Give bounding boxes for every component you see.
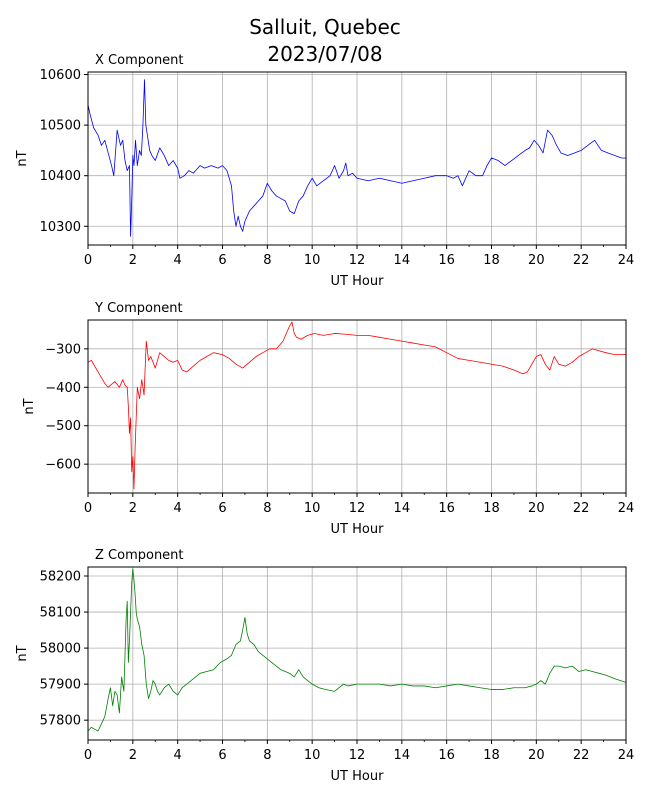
- y-tick-label: 10600: [40, 68, 81, 83]
- x-tick-label: 16: [438, 748, 455, 763]
- y-tick-label: 58100: [40, 606, 81, 621]
- x-tick-label: 4: [174, 501, 182, 516]
- y-axis-label: nT: [15, 150, 30, 166]
- x-tick-label: 2: [129, 253, 137, 268]
- x-tick-label: 20: [528, 501, 545, 516]
- y-tick-label: 10500: [40, 119, 81, 134]
- y-tick-label: 10300: [40, 220, 81, 235]
- x-tick-label: 12: [349, 501, 366, 516]
- x-tick-label: 22: [573, 253, 590, 268]
- x-tick-label: 24: [618, 501, 635, 516]
- x-tick-label: 14: [394, 748, 411, 763]
- x-tick-label: 18: [483, 501, 500, 516]
- x-tick-label: 4: [174, 748, 182, 763]
- x-tick-label: 6: [218, 501, 226, 516]
- y-axis-label: nT: [15, 645, 30, 661]
- y-tick-label: −500: [45, 419, 81, 434]
- x-tick-label: 4: [174, 253, 182, 268]
- z-series-line: [87, 568, 627, 732]
- x-tick-label: 0: [84, 253, 92, 268]
- z-component-title: Z Component: [95, 548, 184, 563]
- x-axis-label: UT Hour: [331, 274, 385, 289]
- figure-title: Salluit, Quebec: [249, 15, 401, 39]
- x-component-panel: 0 2 4 6 8 10 12 14 16 18 20 22 241030010400105001060…: [15, 53, 634, 289]
- y-axis-label: nT: [22, 398, 37, 414]
- x-tick-label: 22: [573, 501, 590, 516]
- x-tick-label: 6: [218, 253, 226, 268]
- x-tick-label: 18: [483, 748, 500, 763]
- x-tick-label: 20: [528, 748, 545, 763]
- x-tick-label: 16: [438, 253, 455, 268]
- x-tick-label: 24: [618, 748, 635, 763]
- x-tick-label: 12: [349, 253, 366, 268]
- x-tick-label: 8: [263, 748, 271, 763]
- x-tick-label: 0: [84, 748, 92, 763]
- z-component-panel: 0 2 4 6 8 10 12 14 16 18 20 22 245780057900580005810…: [15, 548, 634, 784]
- x-component-title: X Component: [95, 53, 184, 68]
- x-tick-label: 14: [394, 253, 411, 268]
- figure-date: 2023/07/08: [267, 42, 382, 66]
- x-tick-label: 20: [528, 253, 545, 268]
- x-tick-label: 0: [84, 501, 92, 516]
- y-tick-label: −300: [45, 342, 81, 357]
- x-tick-label: 8: [263, 501, 271, 516]
- x-tick-label: 2: [129, 748, 137, 763]
- y-series-line: [87, 321, 626, 490]
- x-tick-label: 10: [304, 748, 321, 763]
- x-axis-label: UT Hour: [331, 522, 385, 537]
- y-tick-label: 57800: [40, 714, 81, 729]
- y-tick-label: 58200: [40, 570, 81, 585]
- x-axis-label: UT Hour: [331, 769, 385, 784]
- x-tick-label: 24: [618, 253, 635, 268]
- x-tick-label: 6: [218, 748, 226, 763]
- y-tick-label: −400: [45, 381, 81, 396]
- x-tick-label: 18: [483, 253, 500, 268]
- y-tick-label: 10400: [40, 169, 81, 184]
- y-tick-label: −600: [45, 458, 81, 473]
- x-tick-label: 12: [349, 748, 366, 763]
- y-component-title: Y Component: [94, 301, 183, 316]
- x-tick-label: 10: [304, 253, 321, 268]
- x-tick-label: 8: [263, 253, 271, 268]
- x-tick-label: 14: [394, 501, 411, 516]
- y-tick-label: 58000: [40, 642, 81, 657]
- x-tick-label: 10: [304, 501, 321, 516]
- x-series-line: [87, 79, 626, 237]
- x-tick-label: 22: [573, 748, 590, 763]
- x-tick-label: 2: [129, 501, 137, 516]
- x-tick-label: 16: [438, 501, 455, 516]
- y-tick-label: 57900: [40, 678, 81, 693]
